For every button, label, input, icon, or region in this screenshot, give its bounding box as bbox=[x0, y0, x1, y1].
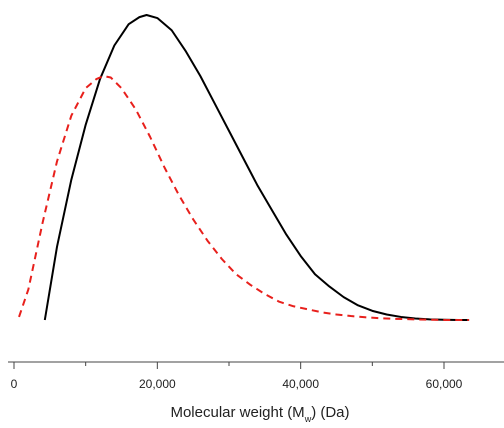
x-tick-label: 0 bbox=[11, 377, 18, 391]
x-tick-label: 60,000 bbox=[426, 377, 463, 391]
x-ticks-layer: 0 20,000 40,000 60,000 bbox=[11, 362, 463, 391]
x-axis-title-suffix: ) (Da) bbox=[311, 404, 349, 421]
x-tick-label: 20,000 bbox=[139, 377, 176, 391]
x-axis-title-prefix: Molecular weight (M bbox=[170, 404, 304, 421]
solid-black-curve bbox=[43, 14, 470, 321]
x-axis-title-subscript: w bbox=[304, 414, 312, 423]
dashed-red-curve bbox=[18, 75, 470, 321]
x-tick-label: 40,000 bbox=[282, 377, 319, 391]
x-axis-title: Molecular weight (Mw) (Da) bbox=[170, 404, 349, 423]
curves-layer bbox=[18, 14, 470, 321]
